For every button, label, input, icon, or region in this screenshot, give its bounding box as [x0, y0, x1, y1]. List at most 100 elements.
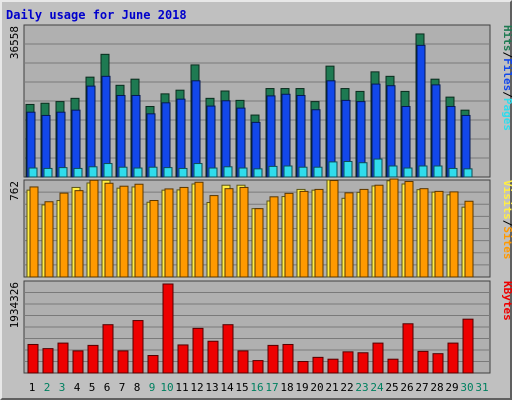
legend-part: Pages — [501, 98, 512, 131]
sites-bar — [104, 182, 114, 278]
pages-bar — [448, 167, 458, 178]
sites-bar — [89, 179, 99, 278]
legend-part: / — [501, 220, 512, 227]
files-bar — [401, 105, 411, 178]
x-day-label: 5 — [89, 381, 96, 394]
sites-bar — [449, 191, 459, 278]
legend-part: Sites — [501, 226, 512, 259]
files-bar — [161, 102, 171, 178]
kbytes-bar — [132, 320, 144, 374]
sites-bar — [419, 188, 429, 278]
pages-bar — [208, 167, 218, 178]
sites-bar — [344, 192, 354, 278]
files-bar — [416, 44, 426, 178]
pages-bar — [73, 167, 83, 178]
x-day-label: 12 — [190, 381, 203, 394]
sites-bar — [434, 190, 444, 278]
kbytes-bar — [312, 356, 324, 374]
x-day-label: 18 — [280, 381, 293, 394]
x-day-label: 30 — [460, 381, 473, 394]
pages-bar — [343, 161, 353, 178]
pages-bar — [268, 165, 278, 178]
sites-bar — [224, 188, 234, 278]
kbytes-bar — [447, 342, 459, 374]
sites-bar — [164, 188, 174, 278]
kbytes-bar — [147, 355, 159, 374]
x-day-label: 19 — [295, 381, 308, 394]
x-day-label: 29 — [445, 381, 458, 394]
legend-part: / — [501, 52, 512, 59]
kbytes-bar — [87, 344, 99, 374]
legend-part: Files — [501, 58, 512, 91]
x-day-label: 3 — [59, 381, 66, 394]
pages-bar — [58, 167, 68, 178]
sites-bar — [134, 183, 144, 278]
files-bar — [296, 94, 306, 178]
files-bar — [41, 114, 51, 178]
pages-bar — [118, 166, 128, 178]
pages-bar — [28, 167, 38, 178]
sites-bar — [284, 192, 294, 278]
x-day-label: 6 — [104, 381, 111, 394]
files-bar — [281, 93, 291, 178]
kbytes-bar — [252, 360, 264, 374]
kbytes-bar — [342, 351, 354, 374]
pages-bar — [88, 166, 98, 178]
x-day-label: 1 — [29, 381, 36, 394]
kbytes-bar — [282, 343, 294, 374]
pages-bar — [223, 166, 233, 178]
files-bar — [71, 109, 81, 178]
sites-bar — [209, 195, 219, 278]
x-day-label: 8 — [134, 381, 141, 394]
sites-bar — [404, 181, 414, 278]
sites-bar — [269, 196, 279, 278]
x-day-label: 13 — [205, 381, 218, 394]
kbytes-bar — [432, 353, 444, 374]
pages-bar — [373, 158, 383, 178]
pages-bar — [148, 166, 158, 178]
x-day-label: 11 — [175, 381, 188, 394]
x-day-label: 14 — [220, 381, 234, 394]
files-bar — [176, 98, 186, 178]
kbytes-bar — [387, 358, 399, 374]
kbytes-bar — [237, 350, 249, 374]
kbytes-bar — [267, 344, 279, 374]
axis-max-label: 36558 — [8, 26, 21, 59]
files-bar — [461, 114, 471, 178]
files-bar — [191, 80, 201, 178]
pages-bar — [403, 167, 413, 178]
files-bar — [116, 94, 126, 178]
sites-bar — [359, 188, 369, 278]
kbytes-bar — [162, 283, 174, 374]
pages-bar — [253, 168, 263, 178]
pages-bar — [463, 168, 473, 178]
files-bar — [236, 107, 246, 178]
sites-bar — [464, 200, 474, 278]
files-bar — [386, 85, 396, 178]
x-day-label: 28 — [430, 381, 443, 394]
files-bar — [206, 105, 216, 178]
kbytes-bar — [192, 327, 204, 374]
pages-bar — [298, 166, 308, 178]
files-bar — [221, 100, 231, 178]
legend-part: KBytes — [501, 281, 512, 321]
legend-visits-sites: Visits/Sites — [501, 180, 512, 260]
x-day-label: 10 — [160, 381, 173, 394]
files-bar — [86, 85, 96, 178]
files-bar — [131, 94, 141, 178]
legend-part: / — [501, 91, 512, 98]
kbytes-bar — [72, 350, 84, 374]
sites-bar — [314, 188, 324, 278]
pages-bar — [193, 163, 203, 178]
kbytes-bar — [117, 350, 129, 374]
kbytes-bar — [27, 343, 39, 374]
files-bar — [266, 95, 276, 178]
legend-part: Visits — [501, 180, 512, 220]
pages-bar — [313, 166, 323, 178]
x-day-label: 23 — [355, 381, 368, 394]
sites-bar — [59, 192, 69, 278]
x-day-label: 26 — [400, 381, 413, 394]
sites-bar — [374, 184, 384, 278]
files-bar — [101, 75, 111, 178]
